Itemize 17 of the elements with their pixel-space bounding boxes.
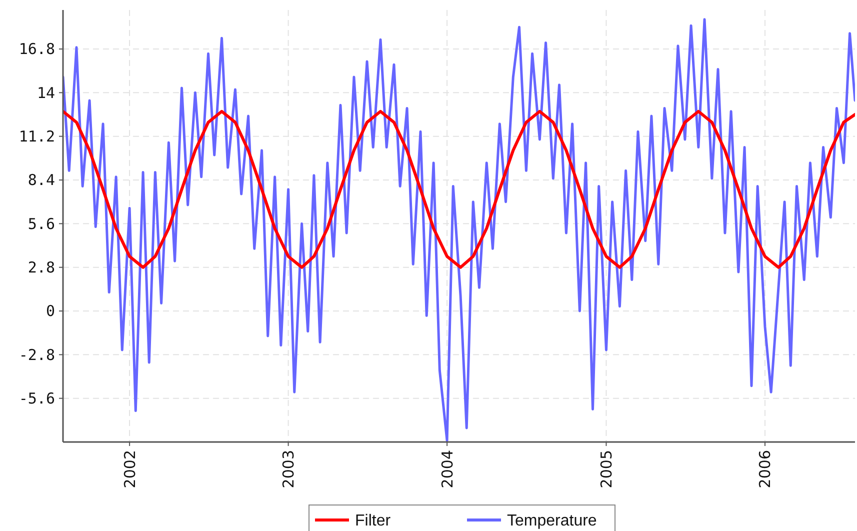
legend-label: Temperature	[507, 512, 597, 530]
y-tick-label: 8.4	[28, 171, 55, 190]
legend-label: Filter	[355, 512, 392, 530]
y-tick-label: 16.8	[18, 40, 55, 58]
y-tick-label: 14	[36, 84, 55, 102]
y-tick-label: 5.6	[28, 214, 55, 233]
y-tick-label: 0	[46, 302, 55, 320]
x-tick-label: 2005	[597, 450, 616, 488]
x-tick-label: 2002	[120, 450, 139, 488]
y-tick-label: -5.6	[18, 390, 55, 408]
x-tick-label: 2003	[280, 450, 298, 488]
y-tick-label: -2.8	[18, 346, 55, 364]
x-tick-label: 2006	[756, 450, 774, 488]
x-tick-label: 2004	[438, 450, 456, 488]
y-tick-label: 11.2	[18, 128, 55, 146]
y-tick-label: 2.8	[28, 258, 55, 277]
line-series	[63, 110, 855, 269]
